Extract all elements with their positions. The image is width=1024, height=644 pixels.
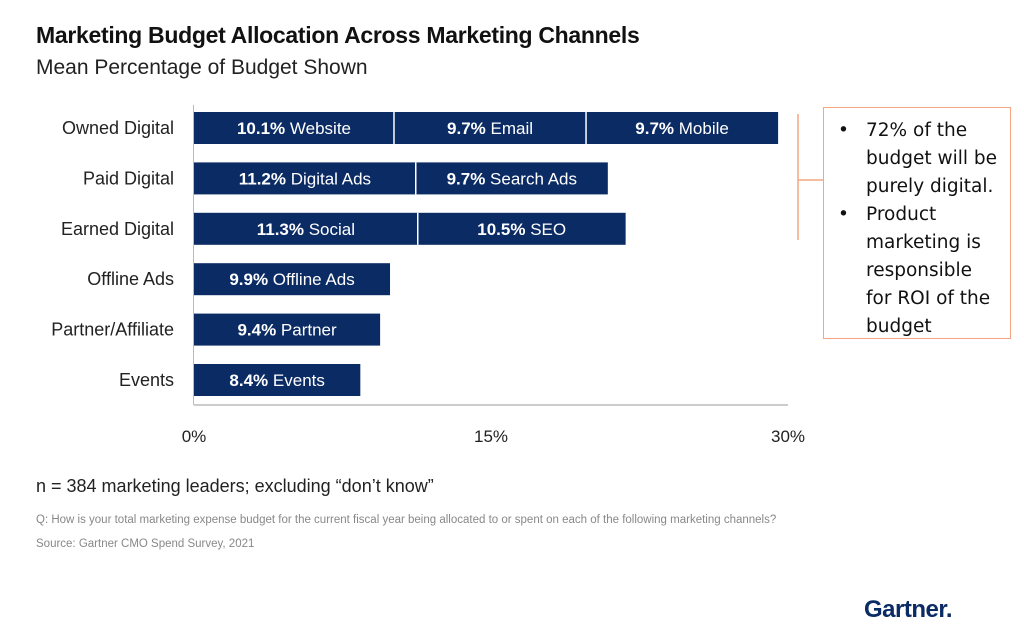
callout-item: • 72% of the budget will be purely digita… (836, 117, 1000, 201)
chart-title: Marketing Budget Allocation Across Marke… (36, 22, 640, 48)
callout-item-text: 72% of the budget will be purely digital… (866, 120, 998, 197)
bar-segment (194, 162, 416, 195)
bar-segment (194, 212, 418, 245)
x-tick-label: 30% (771, 427, 805, 446)
bar-segment (417, 212, 626, 245)
bar-segment-label: 11.2% Digital Ads (239, 169, 371, 188)
bullet-icon: • (838, 120, 849, 141)
bar-segment (194, 263, 391, 296)
bar-segment-label: 9.4% Partner (237, 321, 337, 340)
chart-subtitle: Mean Percentage of Budget Shown (36, 56, 368, 79)
bar-segment-label: 9.7% Email (447, 119, 533, 138)
category-label: Events (119, 370, 174, 390)
bar-segment (415, 162, 608, 195)
x-tick-label: 15% (474, 427, 508, 446)
bar-segment-label: 10.5% SEO (477, 220, 566, 239)
category-label: Earned Digital (61, 219, 174, 239)
bar-segment-label: 9.7% Mobile (635, 119, 729, 138)
bar-segment (194, 112, 394, 144)
category-label: Owned Digital (62, 118, 174, 138)
bar-segment (586, 112, 779, 144)
category-label: Partner/Affiliate (51, 320, 174, 340)
bar-chart: Owned Digital 10.1% Website 9.7% Email 9.7%… (51, 105, 823, 446)
survey-question: Q: How is your total marketing expense b… (36, 514, 777, 526)
x-tick-label: 0% (182, 427, 207, 446)
gartner-logo: Gartner. (864, 596, 953, 623)
bar-segment-label: 10.1% Website (237, 119, 351, 138)
callout-box: • 72% of the budget will be purely digita… (823, 107, 1011, 339)
bar-segment-label: 8.4% Events (229, 371, 324, 390)
sample-note: n = 384 marketing leaders; excluding “do… (36, 476, 434, 496)
bar-segment-label: 9.7% Search Ads (447, 169, 577, 188)
bar-segment (393, 112, 587, 144)
callout-item: • Product marketing is responsible for R… (836, 201, 1000, 341)
bar-segment-label: 9.9% Offline Ads (229, 270, 354, 289)
source-note: Source: Gartner CMO Spend Survey, 2021 (36, 538, 255, 550)
bar-segment (194, 313, 381, 346)
callout-item-text: Product marketing is responsible for ROI… (866, 204, 991, 337)
bar-segment-label: 11.3% Social (257, 220, 355, 239)
bar-segment (194, 364, 361, 396)
category-label: Offline Ads (87, 269, 174, 289)
bullet-icon: • (838, 204, 849, 225)
category-label: Paid Digital (83, 168, 174, 188)
